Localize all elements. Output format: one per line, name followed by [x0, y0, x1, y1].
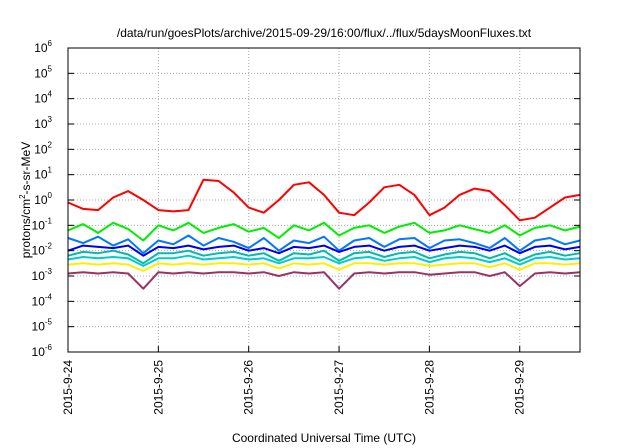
series-lines	[67, 178, 581, 290]
y-axis-ticks: 106 105 104 103 102 101 100 10-1 10-2 10-3 10-4 10-…	[32, 39, 580, 359]
series-line-4	[67, 249, 581, 265]
series-line-5	[67, 254, 581, 267]
y-tick-label: 100	[34, 191, 52, 207]
y-tick-label: 10-3	[32, 267, 53, 283]
x-tick-label: 2015-9-27	[332, 360, 346, 415]
x-tick-label: 2015-9-28	[422, 360, 436, 415]
y-tick-label: 10-4	[32, 292, 53, 308]
y-tick-label: 10-1	[32, 216, 53, 232]
y-tick-label: 104	[34, 90, 52, 106]
y-tick-label: 105	[34, 64, 52, 80]
chart-title: /data/run/goesPlots/archive/2015-09-29/1…	[117, 26, 532, 40]
series-line-0	[67, 178, 581, 222]
y-tick-label: 10-6	[32, 343, 53, 359]
y-tick-label: 102	[34, 140, 52, 156]
y-tick-label: 106	[34, 39, 52, 55]
x-axis-label: Coordinated Universal Time (UTC)	[232, 431, 416, 445]
y-tick-label: 103	[34, 115, 52, 131]
y-tick-label: 101	[34, 166, 52, 182]
x-tick-label: 2015-9-29	[513, 360, 527, 415]
y-axis-label: protons/cm2-s-sr-MeV	[18, 142, 33, 258]
y-axis-label-sup: 2	[18, 194, 27, 199]
grid	[68, 48, 580, 352]
series-line-1	[67, 221, 581, 242]
x-tick-label: 2015-9-26	[242, 360, 256, 415]
y-tick-label: 10-5	[32, 318, 53, 334]
x-axis-ticks: 2015-9-24 2015-9-25 2015-9-26 2015-9-27 2015…	[61, 346, 527, 415]
y-tick-label: 10-2	[32, 242, 53, 258]
y-axis-label-post: -s-sr-MeV	[19, 142, 33, 195]
series-line-7	[67, 271, 581, 290]
y-axis-label-pre: protons/cm	[19, 199, 33, 258]
x-tick-label: 2015-9-25	[151, 360, 165, 415]
series-line-2	[67, 234, 581, 255]
series-line-6	[67, 262, 581, 272]
x-tick-label: 2015-9-24	[61, 360, 75, 415]
series-line-3	[67, 244, 581, 257]
